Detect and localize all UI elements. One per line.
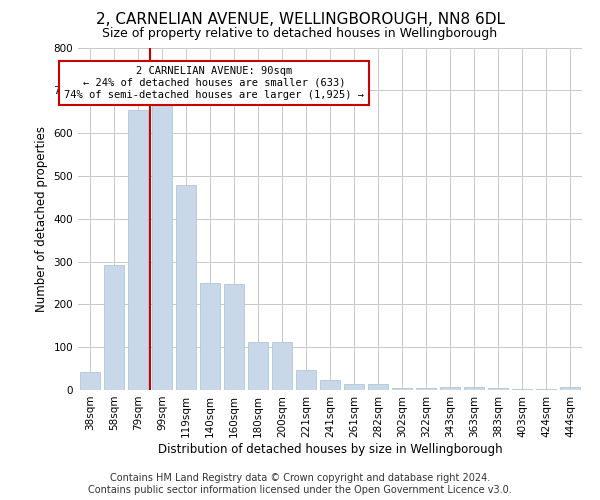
Bar	[344, 384, 364, 390]
Bar	[464, 386, 484, 390]
Bar	[152, 106, 172, 390]
Bar	[200, 283, 220, 390]
Bar	[416, 388, 436, 390]
Y-axis label: Number of detached properties: Number of detached properties	[35, 126, 48, 312]
Text: Size of property relative to detached houses in Wellingborough: Size of property relative to detached ho…	[103, 28, 497, 40]
Bar	[488, 388, 508, 390]
Bar	[368, 384, 388, 390]
Bar	[320, 380, 340, 390]
Bar	[80, 372, 100, 390]
Bar	[296, 370, 316, 390]
Bar	[536, 389, 556, 390]
Text: 2 CARNELIAN AVENUE: 90sqm
← 24% of detached houses are smaller (633)
74% of semi: 2 CARNELIAN AVENUE: 90sqm ← 24% of detac…	[64, 66, 364, 100]
X-axis label: Distribution of detached houses by size in Wellingborough: Distribution of detached houses by size …	[158, 442, 502, 456]
Bar	[128, 110, 148, 390]
Bar	[248, 342, 268, 390]
Bar	[272, 342, 292, 390]
Bar	[512, 389, 532, 390]
Bar	[224, 284, 244, 390]
Bar	[560, 387, 580, 390]
Bar	[104, 265, 124, 390]
Text: Contains HM Land Registry data © Crown copyright and database right 2024.
Contai: Contains HM Land Registry data © Crown c…	[88, 474, 512, 495]
Bar	[440, 386, 460, 390]
Bar	[176, 186, 196, 390]
Bar	[392, 388, 412, 390]
Text: 2, CARNELIAN AVENUE, WELLINGBOROUGH, NN8 6DL: 2, CARNELIAN AVENUE, WELLINGBOROUGH, NN8…	[95, 12, 505, 28]
